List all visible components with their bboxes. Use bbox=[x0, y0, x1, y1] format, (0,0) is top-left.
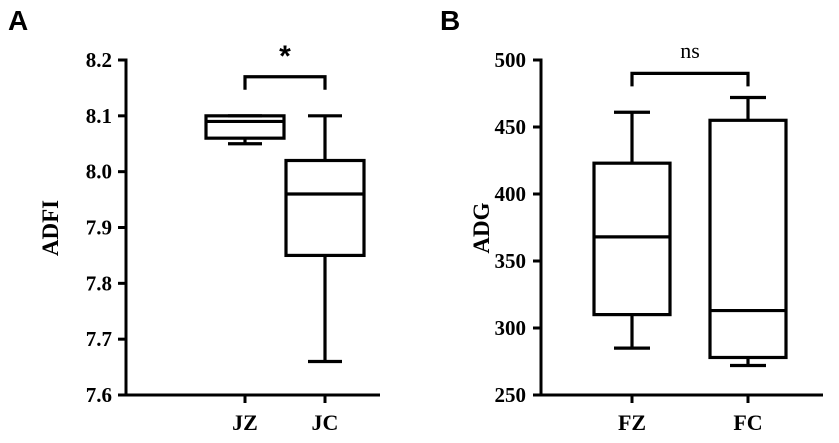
panel-b-y-tick-label: 500 bbox=[495, 48, 527, 72]
panel-b-y-axis: 250 300 350 400 450 500 bbox=[495, 48, 543, 407]
iqr-box bbox=[204, 114, 286, 140]
panel-b-letter: B bbox=[440, 5, 460, 36]
panel-a-y-tick-label: 8.1 bbox=[86, 104, 112, 128]
panel-a-y-tick-label: 8.2 bbox=[86, 48, 112, 72]
panel-a-y-tick-label: 8.0 bbox=[86, 160, 112, 184]
panel-b-y-tick-label: 250 bbox=[495, 383, 527, 407]
panel-b-x-tick-label: FZ bbox=[618, 410, 646, 435]
panel-a-x-tick-label: JC bbox=[312, 410, 339, 435]
panel-a-letter: A bbox=[8, 5, 28, 36]
panel-b-significance: ns bbox=[630, 38, 750, 87]
panel-a-boxes bbox=[204, 114, 366, 364]
panel-a-box-jz bbox=[204, 114, 286, 146]
panel-a: A ADFI 7.6 7.7 7.8 7.9 8.0 8.1 8.2 JZ JC * bbox=[8, 5, 380, 435]
panel-b-y-tick-label: 450 bbox=[495, 115, 527, 139]
panel-a-box-jc bbox=[284, 114, 366, 364]
panel-b-box-fz bbox=[592, 110, 672, 350]
panel-b-box-fc bbox=[708, 95, 788, 368]
panel-a-y-tick-label: 7.9 bbox=[86, 216, 112, 240]
panel-a-y-tick-label: 7.8 bbox=[86, 271, 112, 295]
panel-a-y-tick-label: 7.7 bbox=[86, 327, 112, 351]
panel-b-x-axis: FZ FC bbox=[539, 393, 823, 435]
panel-a-x-axis: JZ JC bbox=[124, 393, 380, 435]
panel-a-y-tick-label: 7.6 bbox=[86, 383, 112, 407]
panel-b-boxes bbox=[592, 95, 788, 368]
panel-b-significance-label: ns bbox=[680, 38, 700, 63]
panel-b-significance-bracket bbox=[630, 71, 750, 87]
iqr-box bbox=[592, 161, 672, 317]
panel-a-y-axis: 7.6 7.7 7.8 7.9 8.0 8.1 8.2 bbox=[86, 48, 128, 407]
panel-b: B ADG 250 300 350 400 450 500 FZ FC ns bbox=[440, 5, 823, 435]
panel-b-y-tick-label: 350 bbox=[495, 249, 527, 273]
iqr-box bbox=[708, 118, 788, 360]
iqr-box bbox=[284, 158, 366, 258]
panel-a-significance-label: * bbox=[279, 40, 291, 73]
panel-a-x-tick-label: JZ bbox=[232, 410, 258, 435]
panel-a-significance: * bbox=[243, 40, 327, 90]
panel-a-y-axis-title: ADFI bbox=[38, 200, 63, 256]
panel-b-y-axis-title: ADG bbox=[469, 202, 494, 253]
panel-a-significance-bracket bbox=[243, 75, 327, 90]
panel-b-y-tick-label: 400 bbox=[495, 182, 527, 206]
panel-b-y-tick-label: 300 bbox=[495, 316, 527, 340]
panel-b-x-tick-label: FC bbox=[733, 410, 762, 435]
